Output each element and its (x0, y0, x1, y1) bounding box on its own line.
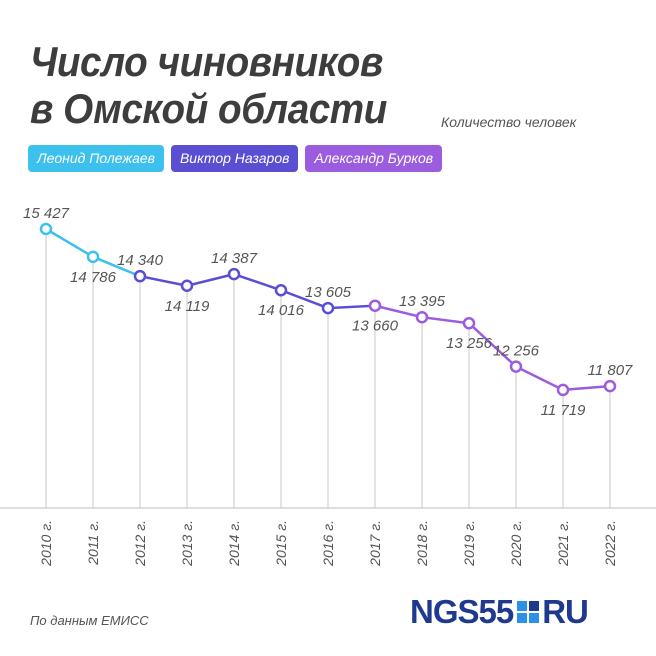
units-label: Количество человек (441, 114, 577, 130)
data-point (86, 250, 100, 264)
data-label: 12 256 (493, 343, 540, 360)
series-line (139, 272, 376, 310)
data-point (368, 299, 382, 312)
data-point (603, 379, 617, 393)
data-label: 14 786 (70, 269, 117, 286)
ngs55-logo: NGS55 RU (410, 593, 589, 631)
x-tick-label: 2014 г. (226, 520, 242, 567)
data-label: 13 256 (446, 335, 493, 352)
x-tick-label: 2021 г. (555, 520, 571, 567)
x-tick-label: 2012 г. (132, 520, 148, 567)
data-point (180, 279, 194, 293)
data-label: 14 387 (211, 250, 258, 267)
x-tick-label: 2013 г. (179, 520, 195, 567)
legend-item-polezhaev: Леонид Полежаев (28, 145, 164, 172)
data-point (227, 267, 241, 281)
logo-text-right: RU (542, 593, 589, 630)
data-point (274, 283, 288, 297)
source-note: По данным ЕМИСС (30, 613, 149, 628)
data-point (556, 383, 570, 397)
legend-item-burkov: Александр Бурков (305, 145, 443, 172)
chart-title-line-1: Число чиновников (30, 38, 383, 85)
x-tick-label: 2010 г. (38, 520, 54, 567)
data-label: 15 427 (23, 205, 70, 222)
x-tick-label: 2017 г. (367, 520, 383, 567)
series-line (374, 304, 611, 392)
x-tick-label: 2018 г. (414, 520, 430, 567)
data-point (321, 301, 335, 315)
logo-text-left: NGS55 (410, 593, 514, 630)
x-tick-label: 2019 г. (461, 520, 477, 567)
data-label: 13 660 (352, 318, 399, 335)
x-tick-label: 2015 г. (273, 520, 289, 567)
data-label: 11 719 (541, 402, 586, 419)
data-label: 14 340 (117, 252, 164, 269)
chart-title: Число чиновников в Омской области (30, 38, 387, 132)
x-tick-label: 2011 г. (85, 520, 101, 566)
data-point (39, 222, 53, 236)
data-label: 13 395 (399, 293, 446, 310)
x-tick-label: 2016 г. (320, 520, 336, 567)
x-tick-label: 2020 г. (508, 520, 524, 567)
chart-title-line-2: в Омской области (30, 85, 387, 132)
data-label: 13 605 (305, 284, 352, 301)
data-point (509, 360, 523, 373)
data-label: 14 119 (165, 298, 210, 315)
legend-item-nazarov: Виктор Назаров (170, 145, 299, 172)
data-point (133, 269, 147, 283)
data-point (415, 310, 429, 324)
data-label: 14 016 (258, 302, 305, 319)
data-point (462, 316, 476, 330)
logo-squares-icon (517, 601, 540, 623)
data-label: 11 807 (588, 362, 633, 379)
legend: Леонид Полежаев Виктор Назаров Александр… (28, 145, 443, 172)
x-tick-label: 2022 г. (602, 520, 618, 567)
